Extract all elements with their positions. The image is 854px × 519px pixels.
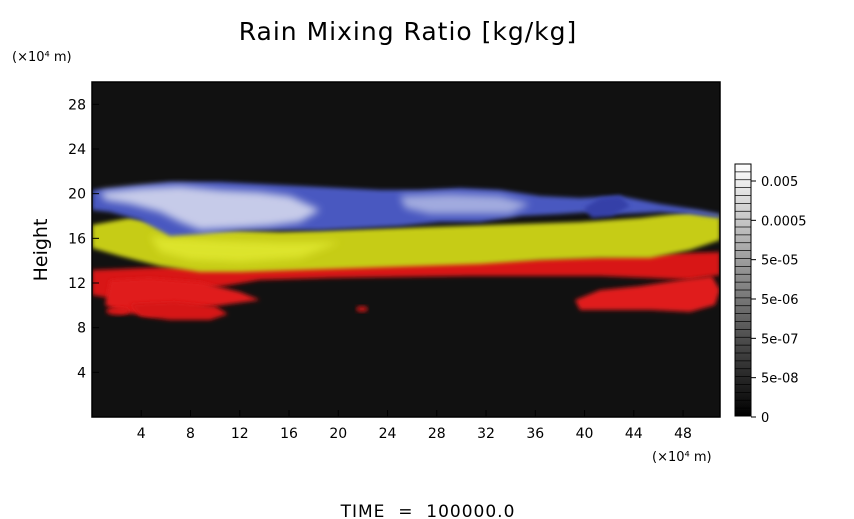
y-tick-label: 20: [68, 187, 86, 203]
colorbar-label: 5e-08: [761, 372, 799, 387]
colorbar-label: 5e-05: [761, 254, 799, 269]
x-tick-label: 48: [674, 426, 692, 442]
colorbar-label: 0.005: [761, 175, 798, 190]
x-tick-label: 4: [137, 426, 146, 442]
y-tick-label: 4: [77, 365, 86, 381]
y-axis-title: Height: [30, 219, 52, 282]
x-axis: 4 8 12 16 20 24 28 32 36 40 44 48: [137, 410, 692, 442]
colorbar-label: 5e-06: [761, 293, 799, 308]
plot-frame: [91, 81, 721, 418]
x-tick-label: 28: [428, 426, 446, 442]
low-rain-blob-small: [106, 307, 130, 315]
colorbar-label: 0: [761, 411, 769, 426]
y-axis: 4 8 12 16 20 24 28: [68, 97, 99, 381]
y-tick-label: 24: [68, 142, 86, 158]
x-tick-label: 36: [526, 426, 544, 442]
colorbar-label: 0.0005: [761, 214, 807, 229]
low-rain-blob-lower: [130, 302, 228, 320]
y-tick-label: 16: [68, 231, 86, 247]
x-tick-label: 40: [576, 426, 594, 442]
low-rain-blob-right: [575, 276, 720, 312]
colorbar-steps: [735, 163, 751, 417]
x-tick-label: 16: [280, 426, 298, 442]
y-tick-label: 12: [68, 276, 86, 292]
mid-rain-core: [150, 236, 340, 262]
time-label: TIME = 100000.0: [340, 502, 516, 519]
colorbar-label: 5e-07: [761, 332, 799, 347]
x-tick-label: 8: [186, 426, 195, 442]
high-rain-light-2: [400, 194, 530, 214]
chart-title: Rain Mixing Ratio [kg/kg]: [239, 17, 578, 46]
colorbar: 0.005 0.0005 5e-05 5e-06 5e-07 5e-08 0: [734, 163, 807, 426]
field-layers: [92, 182, 720, 320]
low-rain-layer: [92, 252, 720, 300]
y-tick-label: 8: [77, 321, 86, 337]
high-rain-light: [100, 186, 320, 230]
high-rain-patch-right: [584, 196, 630, 218]
x-tick-label: 20: [329, 426, 347, 442]
y-tick-label: 28: [68, 97, 86, 113]
x-unit-label: (×10⁴ m): [652, 450, 712, 465]
x-tick-label: 32: [477, 426, 495, 442]
y-unit-label: (×10⁴ m): [12, 50, 72, 65]
colorbar-labels: 0.005 0.0005 5e-05 5e-06 5e-07 5e-08 0: [751, 175, 807, 426]
low-rain-blob-dot: [356, 306, 368, 312]
x-tick-label: 12: [231, 426, 249, 442]
x-tick-label: 24: [379, 426, 397, 442]
x-tick-label: 44: [625, 426, 643, 442]
